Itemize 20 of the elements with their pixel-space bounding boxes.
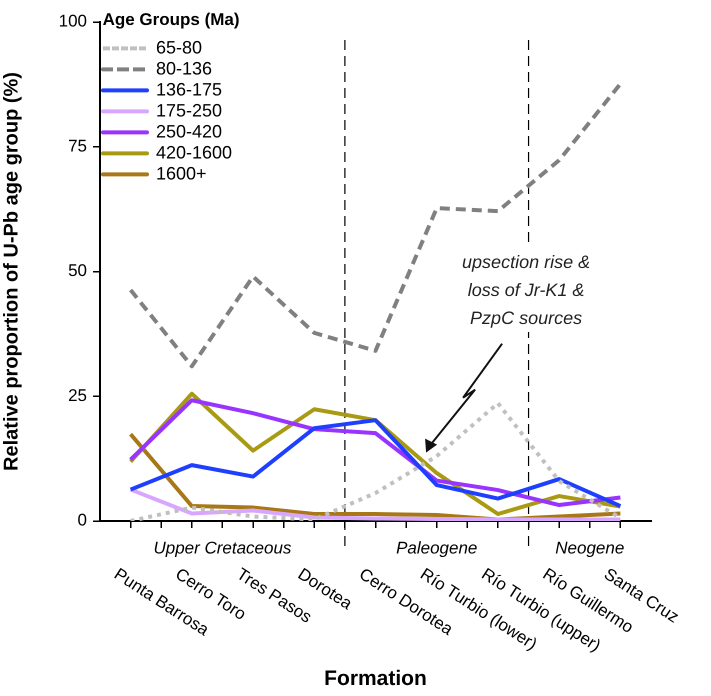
- text: Neogene: [555, 538, 624, 558]
- legend-title: Age Groups (Ma): [102, 10, 240, 30]
- y-axis-title: Relative proportion of U-Pb age group (%): [0, 72, 23, 471]
- y-tick-label: 75: [68, 136, 87, 156]
- legend-label: 65-80: [156, 37, 202, 58]
- text: Paleogene: [396, 538, 478, 558]
- annotation: upsection rise & loss of Jr-K1 & PzpC sources: [447, 248, 606, 332]
- legend-label: 420-1600: [156, 142, 232, 162]
- legend-label: 250-420: [156, 121, 222, 142]
- y-tick-label: 100: [58, 12, 87, 31]
- y-tick-label: 25: [68, 386, 87, 405]
- x-axis-title: Formation: [324, 667, 427, 690]
- legend-label: 136-175: [156, 79, 222, 100]
- line-series: [128, 82, 622, 368]
- legend-label: 80-136: [156, 58, 212, 78]
- y-tick-label: 0: [78, 510, 87, 530]
- legend-label: 1600+: [156, 163, 207, 184]
- text: Upper Cretaceous: [153, 538, 292, 558]
- legend-label: 175-250: [156, 100, 222, 120]
- y-tick-label: 50: [68, 261, 87, 280]
